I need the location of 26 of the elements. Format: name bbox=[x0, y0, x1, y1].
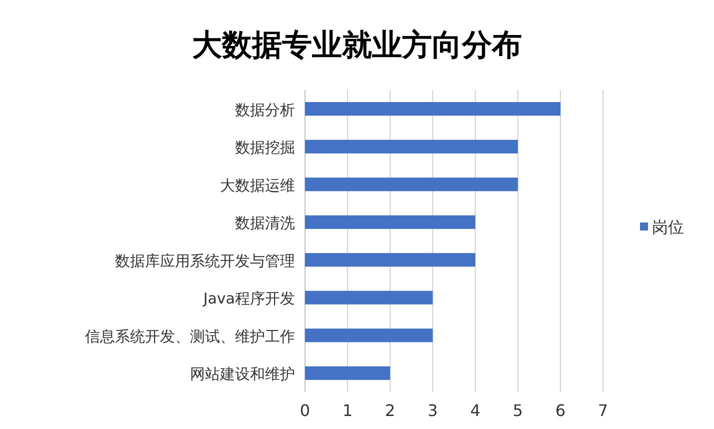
bar bbox=[305, 102, 560, 116]
y-tick-label: 数据挖掘 bbox=[235, 138, 295, 157]
legend-label: 岗位 bbox=[652, 218, 684, 236]
bar bbox=[305, 178, 518, 192]
x-tick-label: 2 bbox=[385, 401, 396, 420]
bar bbox=[305, 366, 390, 380]
bar bbox=[305, 253, 476, 267]
y-tick-label: 大数据运维 bbox=[220, 176, 295, 194]
x-tick-label: 6 bbox=[555, 401, 566, 420]
bar bbox=[305, 290, 433, 304]
y-tick-label: 信息系统开发、测试、维护工作 bbox=[85, 327, 295, 346]
x-tick-label: 7 bbox=[598, 401, 608, 420]
bar bbox=[305, 328, 433, 342]
x-tick-label: 4 bbox=[470, 401, 480, 420]
y-tick-label: Java程序开发 bbox=[202, 290, 295, 308]
x-tick-label: 0 bbox=[300, 401, 310, 420]
y-tick-label: 数据库应用系统开发与管理 bbox=[115, 252, 295, 270]
x-tick-label: 1 bbox=[342, 401, 353, 420]
bar bbox=[305, 140, 518, 154]
y-tick-label: 数据分析 bbox=[235, 100, 295, 119]
y-tick-label: 数据清洗 bbox=[235, 214, 295, 232]
bar bbox=[305, 215, 476, 229]
chart-title: 大数据专业就业方向分布 bbox=[192, 28, 522, 63]
x-tick-label: 5 bbox=[512, 401, 523, 420]
y-tick-label: 网站建设和维护 bbox=[190, 365, 295, 384]
x-tick-label: 3 bbox=[428, 401, 438, 420]
